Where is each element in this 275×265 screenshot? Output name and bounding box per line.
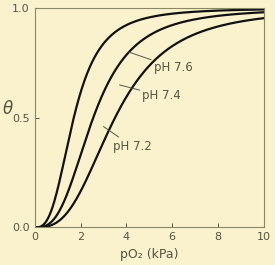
- Text: pH 7.2: pH 7.2: [103, 127, 152, 153]
- Text: pH 7.6: pH 7.6: [129, 52, 193, 74]
- Y-axis label: θ: θ: [2, 100, 12, 118]
- X-axis label: pO₂ (kPa): pO₂ (kPa): [120, 248, 178, 261]
- Text: pH 7.4: pH 7.4: [120, 85, 181, 102]
